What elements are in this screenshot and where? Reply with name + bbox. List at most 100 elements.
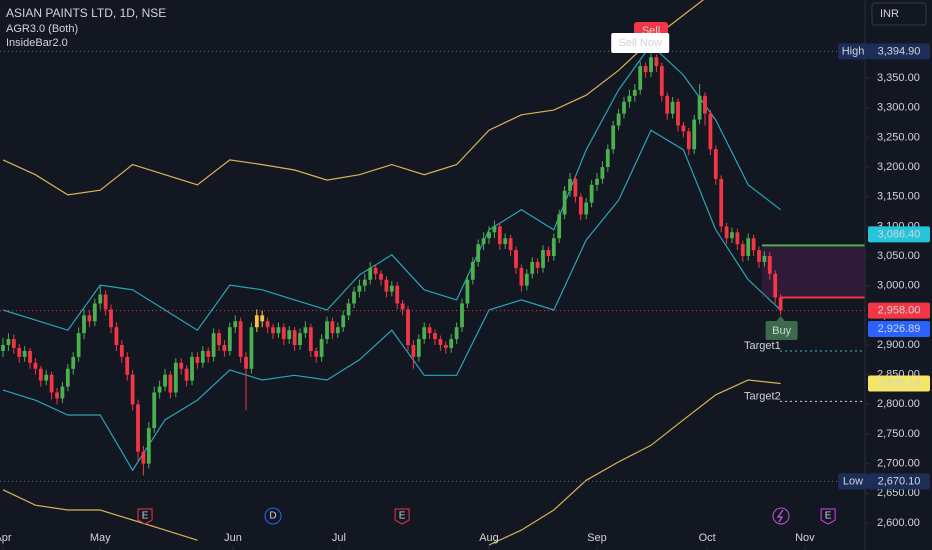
candle-body <box>114 327 119 346</box>
candle-body <box>271 327 275 334</box>
candle-body <box>222 345 227 351</box>
sell-now-box <box>611 33 670 53</box>
candle-body <box>38 368 43 381</box>
price-axis <box>865 0 932 550</box>
candle-body <box>476 244 481 262</box>
currency[interactable]: INR <box>880 8 899 20</box>
price-badge-label: 3,086.40 <box>878 228 921 240</box>
candle-body <box>465 279 470 304</box>
candle-body <box>287 330 292 340</box>
candle-body <box>595 178 599 185</box>
price-tag-label: High <box>842 45 865 57</box>
price-tag-label: Low <box>843 475 863 487</box>
candle-body <box>470 261 475 280</box>
candle-body <box>17 347 22 357</box>
candles <box>1 51 783 476</box>
candle-body <box>659 66 664 96</box>
chart-title: ASIAN PAINTS LTD, 1D, NSE <box>6 6 166 20</box>
candle-body <box>33 362 38 369</box>
candle-body <box>87 315 92 322</box>
candle-body <box>379 273 383 280</box>
candle-body <box>49 374 54 393</box>
candle-body <box>460 303 464 328</box>
candle-body <box>438 339 443 346</box>
candle-body <box>60 386 65 399</box>
currency-box[interactable] <box>871 2 927 26</box>
candle-body <box>200 350 205 363</box>
candle-body <box>125 356 130 375</box>
trade-zone <box>0 50 868 482</box>
candle-body <box>503 238 508 245</box>
candle-body <box>746 238 751 257</box>
candle-body <box>157 386 162 393</box>
y-tick-label: 3,050.00 <box>877 250 920 262</box>
candle-body <box>173 362 178 393</box>
candle-body <box>616 113 621 126</box>
candle-body <box>649 57 653 73</box>
candle-body <box>681 125 686 132</box>
candle-body <box>163 374 167 387</box>
candle-body <box>168 374 173 393</box>
candle-body <box>260 315 265 322</box>
event-icon <box>776 509 784 523</box>
candle-body <box>227 327 232 351</box>
candle-body <box>487 232 491 239</box>
price-tag <box>838 473 868 490</box>
x-tick-label: Nov <box>795 532 815 544</box>
candle-body <box>708 113 713 150</box>
y-tick-label: 3,300.00 <box>877 102 920 114</box>
event-label: E <box>399 511 406 522</box>
price-badge-label: 2,958.00 <box>878 305 921 317</box>
candle-body <box>514 250 518 268</box>
candle-body <box>757 250 761 262</box>
candle-body <box>314 350 319 357</box>
candle-body <box>319 339 324 357</box>
candle-body <box>303 327 308 334</box>
candle-body <box>92 303 97 322</box>
candle-body <box>762 256 767 262</box>
candle-body <box>508 238 513 251</box>
candle-body <box>713 149 718 179</box>
candle-body <box>530 261 535 274</box>
candle-body <box>152 392 157 429</box>
candle-body <box>11 339 16 348</box>
candle-body <box>384 279 389 292</box>
event-label: E <box>142 511 149 522</box>
buy-box <box>765 321 798 340</box>
candle-body <box>535 261 540 268</box>
price-badge-label: 2,835.18 <box>878 377 921 389</box>
candle-body <box>584 202 589 215</box>
candle-body <box>724 226 729 239</box>
candle-body <box>751 238 756 251</box>
candle-body <box>670 101 675 114</box>
candle-body <box>308 327 313 351</box>
y-tick-label: 3,200.00 <box>877 161 920 173</box>
x-tick-label: Jun <box>224 532 242 544</box>
candle-body <box>719 178 724 227</box>
candle-body <box>454 327 459 340</box>
candle-body <box>373 267 378 274</box>
candle-body <box>281 327 286 340</box>
candle-body <box>357 285 362 292</box>
candle-body <box>524 273 529 286</box>
candle-body <box>422 327 427 340</box>
candle-body <box>622 101 626 114</box>
candle-body <box>217 333 221 346</box>
candle-body <box>341 315 346 328</box>
y-tick-label: 2,650.00 <box>877 487 920 499</box>
y-tick-label: 2,700.00 <box>877 458 920 470</box>
x-tick-label: Oct <box>699 532 716 544</box>
candle-body <box>497 226 502 245</box>
candle-body <box>190 356 194 381</box>
axis: 2,600.00 2,650.00 2,700.00 2,750.00 2,800.00… <box>838 43 930 529</box>
candle-body <box>406 309 410 346</box>
price-tag <box>838 43 868 60</box>
candle-body <box>238 321 243 357</box>
candle-body <box>686 131 691 150</box>
price-badge-label: 2,926.89 <box>878 323 921 335</box>
candle-body <box>427 327 432 334</box>
candle-body <box>1 345 5 351</box>
candle-body <box>551 238 556 257</box>
